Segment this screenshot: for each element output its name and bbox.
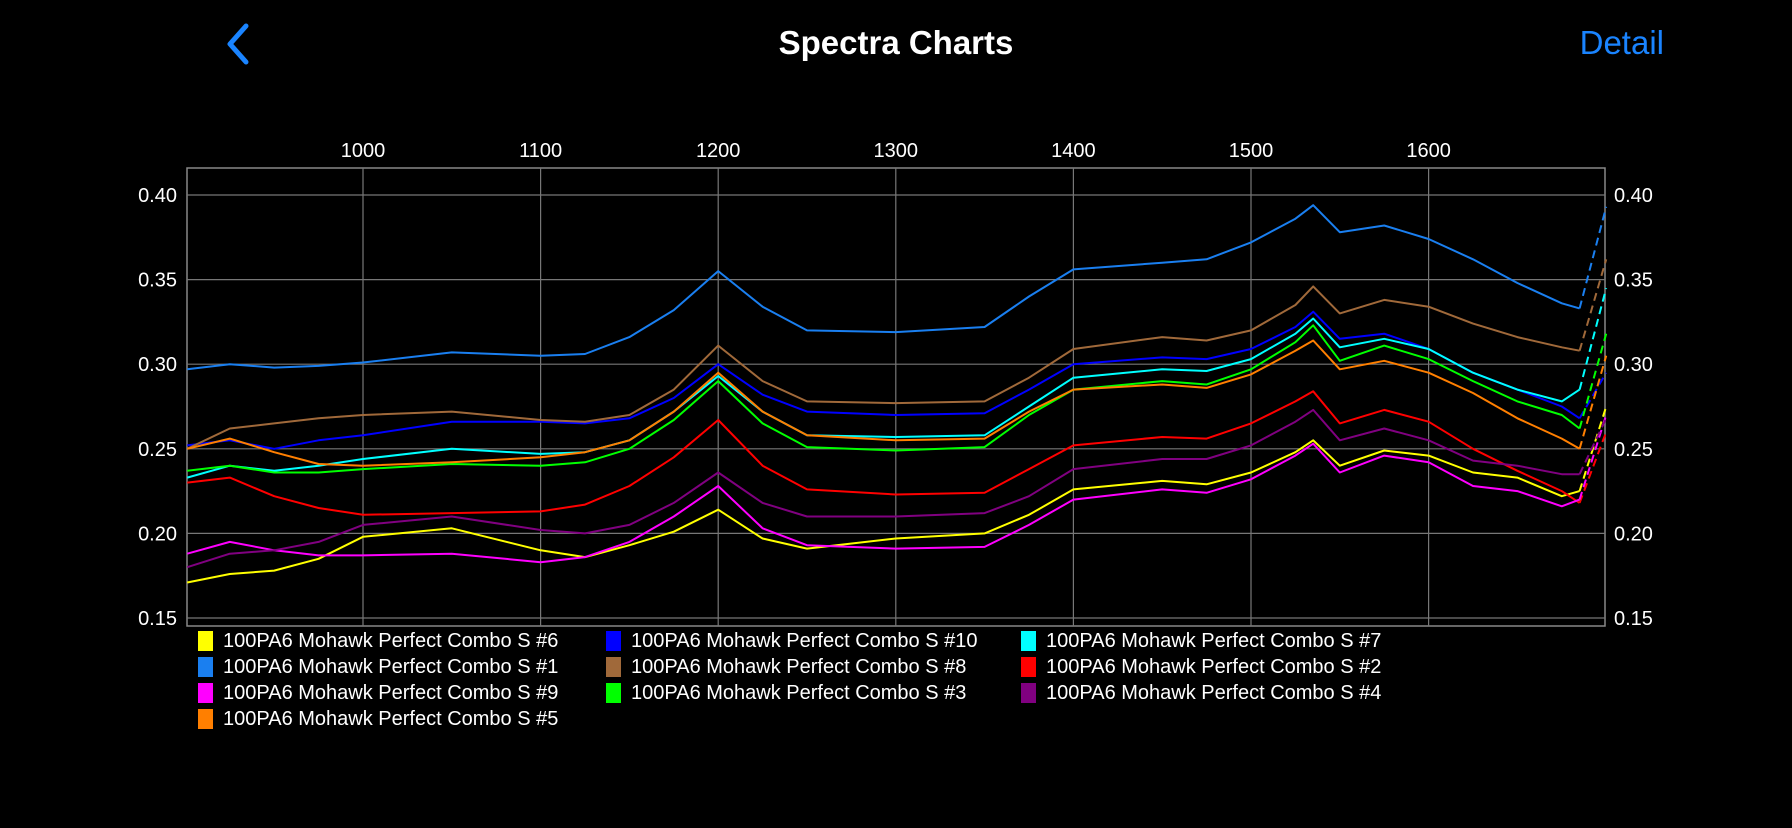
legend-swatch [198, 657, 213, 677]
legend-label: 100PA6 Mohawk Perfect Combo S #4 [1046, 681, 1382, 704]
legend-swatch [606, 657, 621, 677]
legend-swatch [198, 631, 213, 651]
legend-item: 100PA6 Mohawk Perfect Combo S #10 [606, 630, 1011, 653]
x-tick-label: 1600 [1406, 140, 1451, 162]
series-path-dashed [1578, 206, 1608, 309]
back-button[interactable] [222, 22, 256, 66]
series-path [187, 204, 1580, 371]
series-path-dashed [1578, 372, 1608, 419]
series-path [186, 339, 1581, 467]
series-path [186, 317, 1581, 479]
legend-item: 100PA6 Mohawk Perfect Combo S #7 [1021, 630, 1421, 653]
legend-row: 100PA6 Mohawk Perfect Combo S #6 100PA6 M… [198, 628, 1448, 654]
y-tick-label-left: 0.40 [138, 185, 177, 207]
detail-button[interactable]: Detail [1579, 24, 1664, 61]
series-path [186, 285, 1580, 450]
legend-label: 100PA6 Mohawk Perfect Combo S #5 [223, 707, 559, 730]
legend-item: 100PA6 Mohawk Perfect Combo S #3 [606, 682, 1011, 705]
x-tick-label: 1200 [696, 140, 741, 162]
series-line [186, 414, 1608, 564]
legend-label: 100PA6 Mohawk Perfect Combo S #9 [223, 681, 559, 704]
series-line [186, 408, 1608, 569]
series-line [187, 390, 1608, 516]
legend-label: 100PA6 Mohawk Perfect Combo S #6 [223, 629, 559, 652]
series-path [186, 442, 1580, 564]
legend-item: 100PA6 Mohawk Perfect Combo S #6 [198, 630, 596, 653]
legend-swatch [1021, 683, 1036, 703]
legend-row: 100PA6 Mohawk Perfect Combo S #5 [198, 706, 1448, 732]
x-tick-label: 1300 [874, 140, 919, 162]
legend-label: 100PA6 Mohawk Perfect Combo S #7 [1046, 629, 1382, 652]
legend-swatch [198, 683, 213, 703]
series-path [187, 310, 1581, 450]
series-line [186, 259, 1608, 450]
legend-swatch [606, 631, 621, 651]
legend-swatch [198, 709, 213, 729]
series-path-dashed [1578, 406, 1608, 492]
legend-swatch [1021, 657, 1036, 677]
series-path-dashed [1578, 417, 1608, 475]
y-tick-label-left: 0.20 [138, 523, 177, 545]
series-path-dashed [1578, 259, 1608, 351]
x-tick-label: 1400 [1051, 140, 1096, 162]
legend-swatch [1021, 631, 1036, 651]
legend-row: 100PA6 Mohawk Perfect Combo S #1 100PA6 M… [198, 654, 1448, 680]
x-tick-label: 1100 [519, 140, 562, 162]
legend-item: 100PA6 Mohawk Perfect Combo S #1 [198, 656, 596, 679]
series-path-dashed [1578, 355, 1608, 450]
x-tick-label: 1000 [341, 140, 386, 162]
series-path [186, 408, 1580, 569]
legend-swatch [606, 683, 621, 703]
legend-item: 100PA6 Mohawk Perfect Combo S #2 [1021, 656, 1421, 679]
y-tick-label-left: 0.30 [138, 354, 177, 376]
y-tick-label-right: 0.35 [1614, 270, 1653, 292]
page-title: Spectra Charts [778, 24, 1014, 61]
y-tick-label-right: 0.30 [1614, 354, 1653, 376]
legend-item: 100PA6 Mohawk Perfect Combo S #9 [198, 682, 596, 705]
y-tick-label-left: 0.15 [138, 608, 177, 630]
series-path [187, 390, 1581, 516]
y-tick-label-right: 0.40 [1614, 185, 1653, 207]
series-path [187, 439, 1580, 584]
y-tick-label-left: 0.35 [138, 270, 177, 292]
series-line [187, 406, 1608, 584]
legend-item: 100PA6 Mohawk Perfect Combo S #5 [198, 708, 596, 731]
y-tick-label-right: 0.20 [1614, 523, 1653, 545]
legend-item: 100PA6 Mohawk Perfect Combo S #8 [606, 656, 1011, 679]
legend-label: 100PA6 Mohawk Perfect Combo S #2 [1046, 655, 1382, 678]
legend-label: 100PA6 Mohawk Perfect Combo S #1 [223, 655, 559, 678]
legend-label: 100PA6 Mohawk Perfect Combo S #3 [631, 681, 967, 704]
legend-item: 100PA6 Mohawk Perfect Combo S #4 [1021, 682, 1421, 705]
y-tick-label-left: 0.25 [138, 439, 177, 461]
series-line [186, 287, 1608, 479]
y-tick-label-right: 0.25 [1614, 439, 1653, 461]
x-tick-label: 1500 [1229, 140, 1274, 162]
series-line [186, 339, 1608, 467]
chevron-left-icon [227, 23, 249, 65]
series-line [187, 204, 1608, 371]
series-line [187, 310, 1608, 450]
y-tick-label-right: 0.15 [1614, 608, 1653, 630]
chart-legend: 100PA6 Mohawk Perfect Combo S #6 100PA6 M… [198, 628, 1448, 732]
series-path-dashed [1578, 287, 1608, 390]
legend-row: 100PA6 Mohawk Perfect Combo S #9 100PA6 M… [198, 680, 1448, 706]
series-line [187, 324, 1608, 474]
series-path-dashed [1578, 414, 1608, 500]
series-path [187, 324, 1581, 474]
legend-label: 100PA6 Mohawk Perfect Combo S #8 [631, 655, 967, 678]
legend-label: 100PA6 Mohawk Perfect Combo S #10 [631, 629, 978, 652]
series-path-dashed [1578, 333, 1608, 429]
